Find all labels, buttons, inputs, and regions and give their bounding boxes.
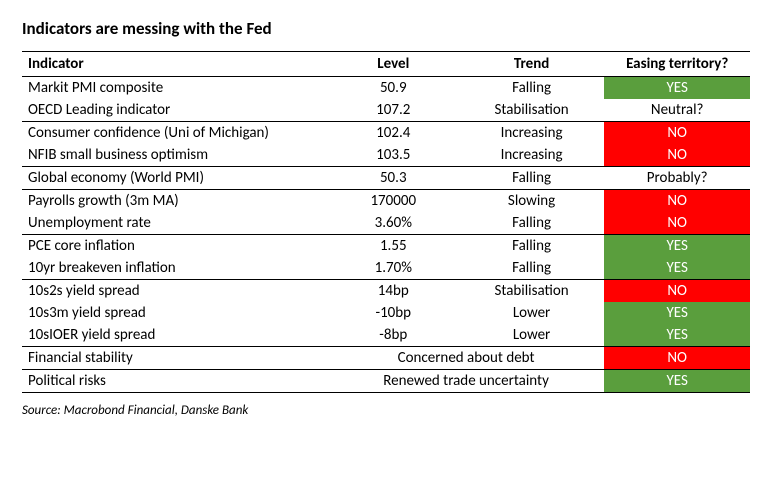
cell-trend: Stabilisation bbox=[459, 280, 605, 303]
cell-indicator: 10s2s yield spread bbox=[22, 280, 328, 303]
cell-indicator: Financial stability bbox=[22, 347, 328, 370]
cell-level: 3.60% bbox=[328, 212, 459, 235]
col-easing: Easing territory? bbox=[604, 52, 750, 77]
cell-level: 107.2 bbox=[328, 99, 459, 122]
cell-easing: NO bbox=[604, 144, 750, 167]
cell-trend: Falling bbox=[459, 77, 605, 100]
table-row: OECD Leading indicator107.2Stabilisation… bbox=[22, 99, 750, 122]
cell-level: 103.5 bbox=[328, 144, 459, 167]
cell-easing: YES bbox=[604, 370, 750, 393]
cell-easing: YES bbox=[604, 302, 750, 324]
cell-easing: YES bbox=[604, 77, 750, 100]
cell-trend: Slowing bbox=[459, 190, 605, 213]
cell-trend: Lower bbox=[459, 302, 605, 324]
cell-easing: NO bbox=[604, 190, 750, 213]
col-indicator: Indicator bbox=[22, 52, 328, 77]
table-row: 10sIOER yield spread-8bpLowerYES bbox=[22, 324, 750, 347]
cell-trend: Lower bbox=[459, 324, 605, 347]
cell-trend: Falling bbox=[459, 212, 605, 235]
cell-level: 1.55 bbox=[328, 235, 459, 258]
table-row: Markit PMI composite50.9FallingYES bbox=[22, 77, 750, 100]
cell-indicator: Markit PMI composite bbox=[22, 77, 328, 100]
cell-merged: Concerned about debt bbox=[328, 347, 605, 370]
cell-easing: YES bbox=[604, 324, 750, 347]
cell-indicator: PCE core inflation bbox=[22, 235, 328, 258]
cell-indicator: NFIB small business optimism bbox=[22, 144, 328, 167]
cell-indicator: 10s3m yield spread bbox=[22, 302, 328, 324]
cell-level: 170000 bbox=[328, 190, 459, 213]
cell-indicator: 10yr breakeven inflation bbox=[22, 257, 328, 280]
table-row: Payrolls growth (3m MA)170000SlowingNO bbox=[22, 190, 750, 213]
table-row: Political risksRenewed trade uncertainty… bbox=[22, 370, 750, 393]
cell-easing: Neutral? bbox=[604, 99, 750, 122]
cell-easing: NO bbox=[604, 347, 750, 370]
cell-trend: Falling bbox=[459, 257, 605, 280]
table-row: Consumer confidence (Uni of Michigan)102… bbox=[22, 122, 750, 145]
table-row: 10s2s yield spread14bpStabilisationNO bbox=[22, 280, 750, 303]
cell-easing: NO bbox=[604, 212, 750, 235]
cell-easing: NO bbox=[604, 122, 750, 145]
cell-indicator: 10sIOER yield spread bbox=[22, 324, 328, 347]
cell-trend: Falling bbox=[459, 167, 605, 190]
source-note: Source: Macrobond Financial, Danske Bank bbox=[22, 393, 750, 418]
cell-easing: Probably? bbox=[604, 167, 750, 190]
cell-indicator: Unemployment rate bbox=[22, 212, 328, 235]
header-row: Indicator Level Trend Easing territory? bbox=[22, 52, 750, 77]
cell-level: 1.70% bbox=[328, 257, 459, 280]
cell-easing: YES bbox=[604, 235, 750, 258]
cell-indicator: Payrolls growth (3m MA) bbox=[22, 190, 328, 213]
indicators-table: Indicator Level Trend Easing territory? … bbox=[22, 51, 750, 393]
cell-indicator: OECD Leading indicator bbox=[22, 99, 328, 122]
cell-level: 14bp bbox=[328, 280, 459, 303]
table-row: NFIB small business optimism103.5Increas… bbox=[22, 144, 750, 167]
cell-indicator: Consumer confidence (Uni of Michigan) bbox=[22, 122, 328, 145]
cell-level: 50.9 bbox=[328, 77, 459, 100]
table-row: Unemployment rate3.60%FallingNO bbox=[22, 212, 750, 235]
cell-indicator: Global economy (World PMI) bbox=[22, 167, 328, 190]
cell-level: 102.4 bbox=[328, 122, 459, 145]
table-row: 10s3m yield spread-10bpLowerYES bbox=[22, 302, 750, 324]
cell-level: -10bp bbox=[328, 302, 459, 324]
cell-trend: Increasing bbox=[459, 122, 605, 145]
table-title: Indicators are messing with the Fed bbox=[22, 18, 750, 51]
cell-merged: Renewed trade uncertainty bbox=[328, 370, 605, 393]
col-level: Level bbox=[328, 52, 459, 77]
cell-easing: NO bbox=[604, 280, 750, 303]
cell-easing: YES bbox=[604, 257, 750, 280]
table-row: Financial stabilityConcerned about debtN… bbox=[22, 347, 750, 370]
table-row: PCE core inflation1.55FallingYES bbox=[22, 235, 750, 258]
col-trend: Trend bbox=[459, 52, 605, 77]
cell-level: -8bp bbox=[328, 324, 459, 347]
cell-trend: Falling bbox=[459, 235, 605, 258]
cell-trend: Stabilisation bbox=[459, 99, 605, 122]
table-row: Global economy (World PMI)50.3FallingPro… bbox=[22, 167, 750, 190]
cell-trend: Increasing bbox=[459, 144, 605, 167]
table-row: 10yr breakeven inflation1.70%FallingYES bbox=[22, 257, 750, 280]
cell-level: 50.3 bbox=[328, 167, 459, 190]
cell-indicator: Political risks bbox=[22, 370, 328, 393]
